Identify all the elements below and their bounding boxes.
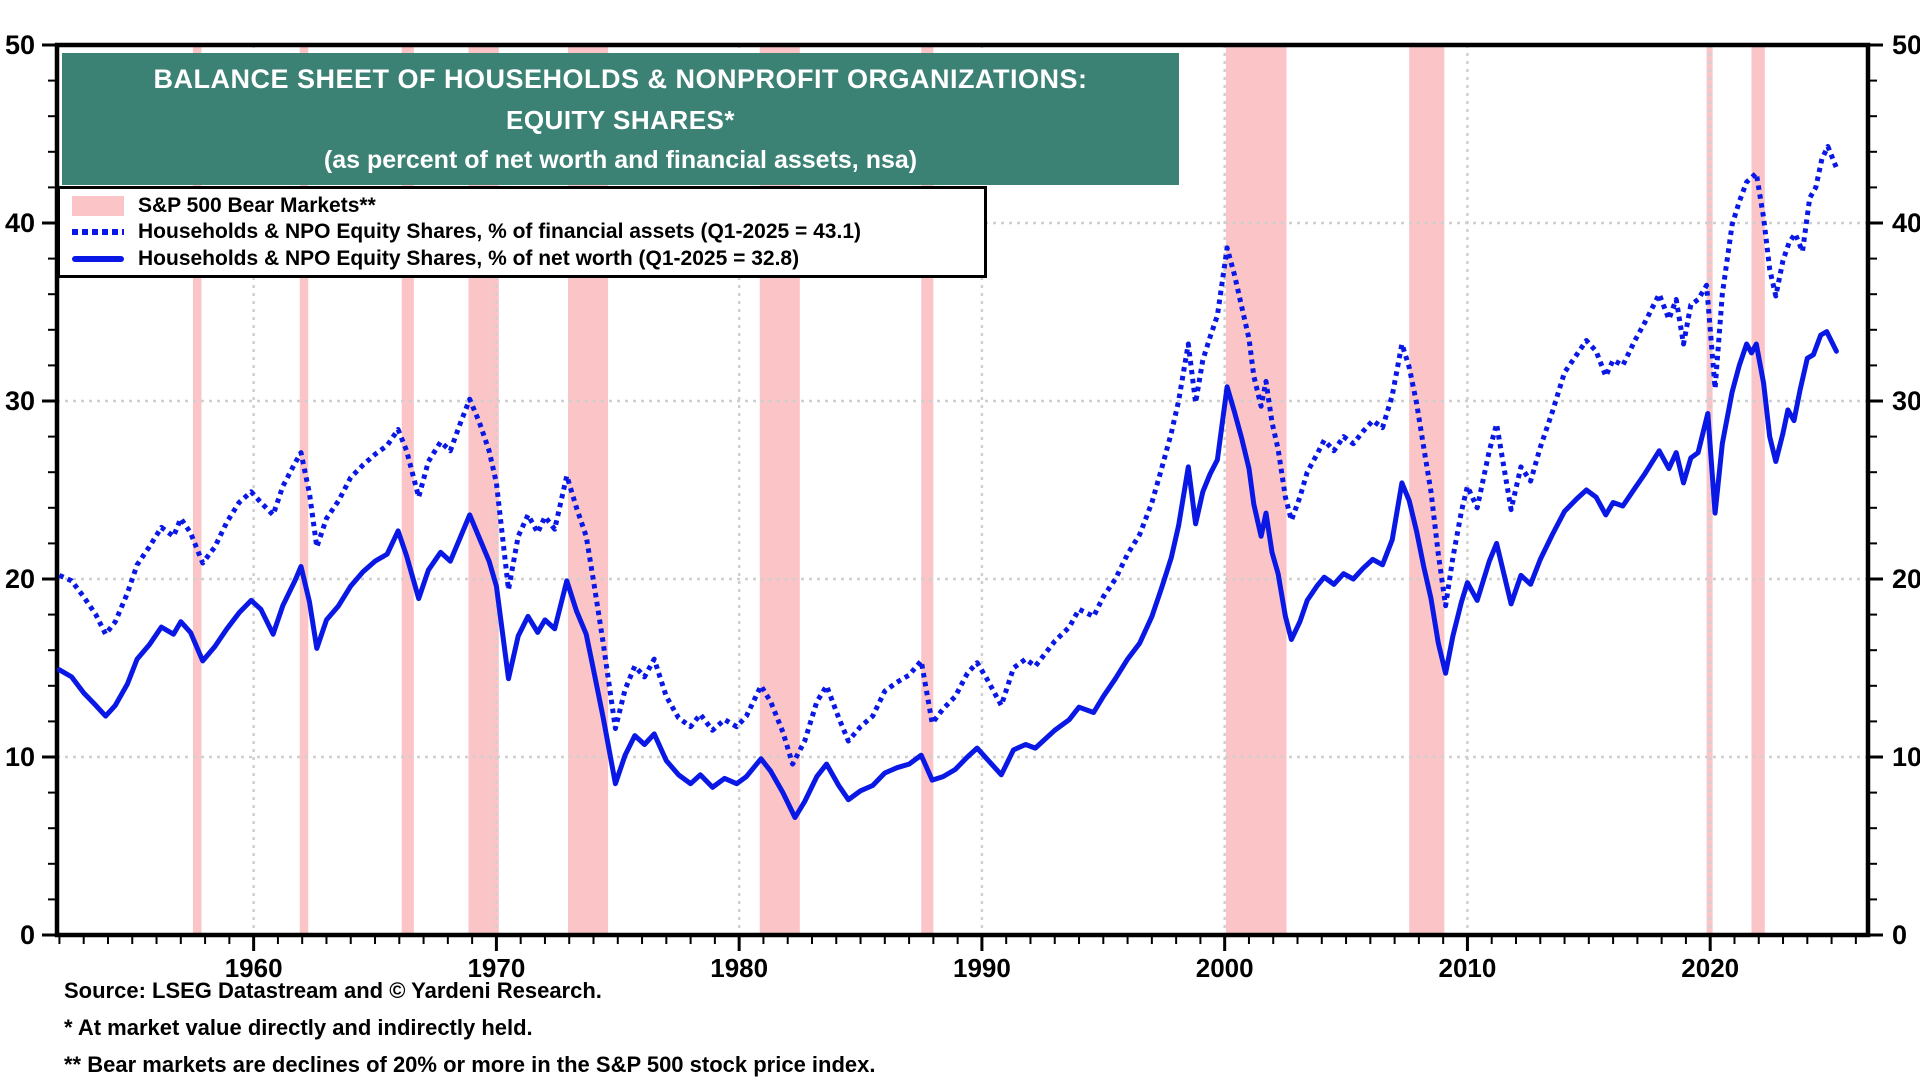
footnotes: Source: LSEG Datastream and © Yardeni Re… [64, 978, 876, 1078]
bear-market-band [299, 45, 309, 935]
bear-market-swatch [72, 195, 124, 216]
chart-title-line1: BALANCE SHEET OF HOUSEHOLDS & NONPROFIT … [153, 63, 1088, 94]
legend-net-worth-label: Households & NPO Equity Shares, % of net… [138, 246, 800, 270]
x-axis-label: 2010 [1439, 953, 1497, 983]
legend-item-net-worth: Households & NPO Equity Shares, % of net… [60, 247, 984, 271]
double-asterisk-note: ** Bear markets are declines of 20% or m… [64, 1052, 876, 1077]
x-axis-label: 2000 [1196, 953, 1254, 983]
chart-title-box: BALANCE SHEET OF HOUSEHOLDS & NONPROFIT … [62, 53, 1179, 185]
bear-market-band [1706, 45, 1713, 935]
solid-line-swatch [72, 255, 124, 262]
chart-title-line2: EQUITY SHARES* [505, 105, 735, 136]
dotted-line-swatch [72, 229, 124, 235]
plot-frame [54, 42, 1871, 938]
legend-bear-markets-label: S&P 500 Bear Markets** [138, 193, 376, 217]
y-axis-label-right: 50 [1892, 30, 1920, 60]
x-axis-label: 1970 [467, 953, 525, 983]
x-axis-label: 2020 [1681, 953, 1739, 983]
y-axis-label-right: 40 [1892, 208, 1920, 238]
legend: S&P 500 Bear Markets** Households & NPO … [57, 186, 987, 278]
y-axis-label-right: 10 [1892, 742, 1920, 772]
y-axis-label-left: 50 [5, 30, 35, 60]
financial-assets-line [58, 144, 1839, 767]
y-axis-label-left: 40 [5, 208, 35, 238]
legend-financial-assets-label: Households & NPO Equity Shares, % of fin… [138, 220, 861, 243]
chart-title-line3: (as percent of net worth and financial a… [323, 145, 918, 174]
y-axis-label-left: 20 [5, 564, 35, 594]
bear-market-band [1225, 45, 1287, 935]
bear-market-band [1751, 45, 1765, 935]
bear-market-band [192, 45, 202, 935]
y-axis-label-right: 0 [1892, 920, 1907, 950]
y-axis-label-left: 10 [5, 742, 35, 772]
x-axis-label: 1990 [953, 953, 1011, 983]
source-note: Source: LSEG Datastream and © Yardeni Re… [64, 978, 602, 1003]
y-axis-label-left: 30 [5, 386, 35, 416]
y-axis-label-left: 0 [20, 920, 35, 950]
x-axis-label: 1960 [225, 953, 283, 983]
net-worth-line [56, 329, 1839, 820]
bear-market-band [1409, 45, 1445, 935]
y-axis-label-right: 20 [1892, 564, 1920, 594]
x-axis-label: 1980 [710, 953, 768, 983]
asterisk-note: * At market value directly and indirectl… [64, 1015, 533, 1040]
legend-item-bear-markets: S&P 500 Bear Markets** [60, 194, 984, 218]
y-axis-label-right: 30 [1892, 386, 1920, 416]
legend-item-financial-assets: Households & NPO Equity Shares, % of fin… [60, 220, 984, 244]
